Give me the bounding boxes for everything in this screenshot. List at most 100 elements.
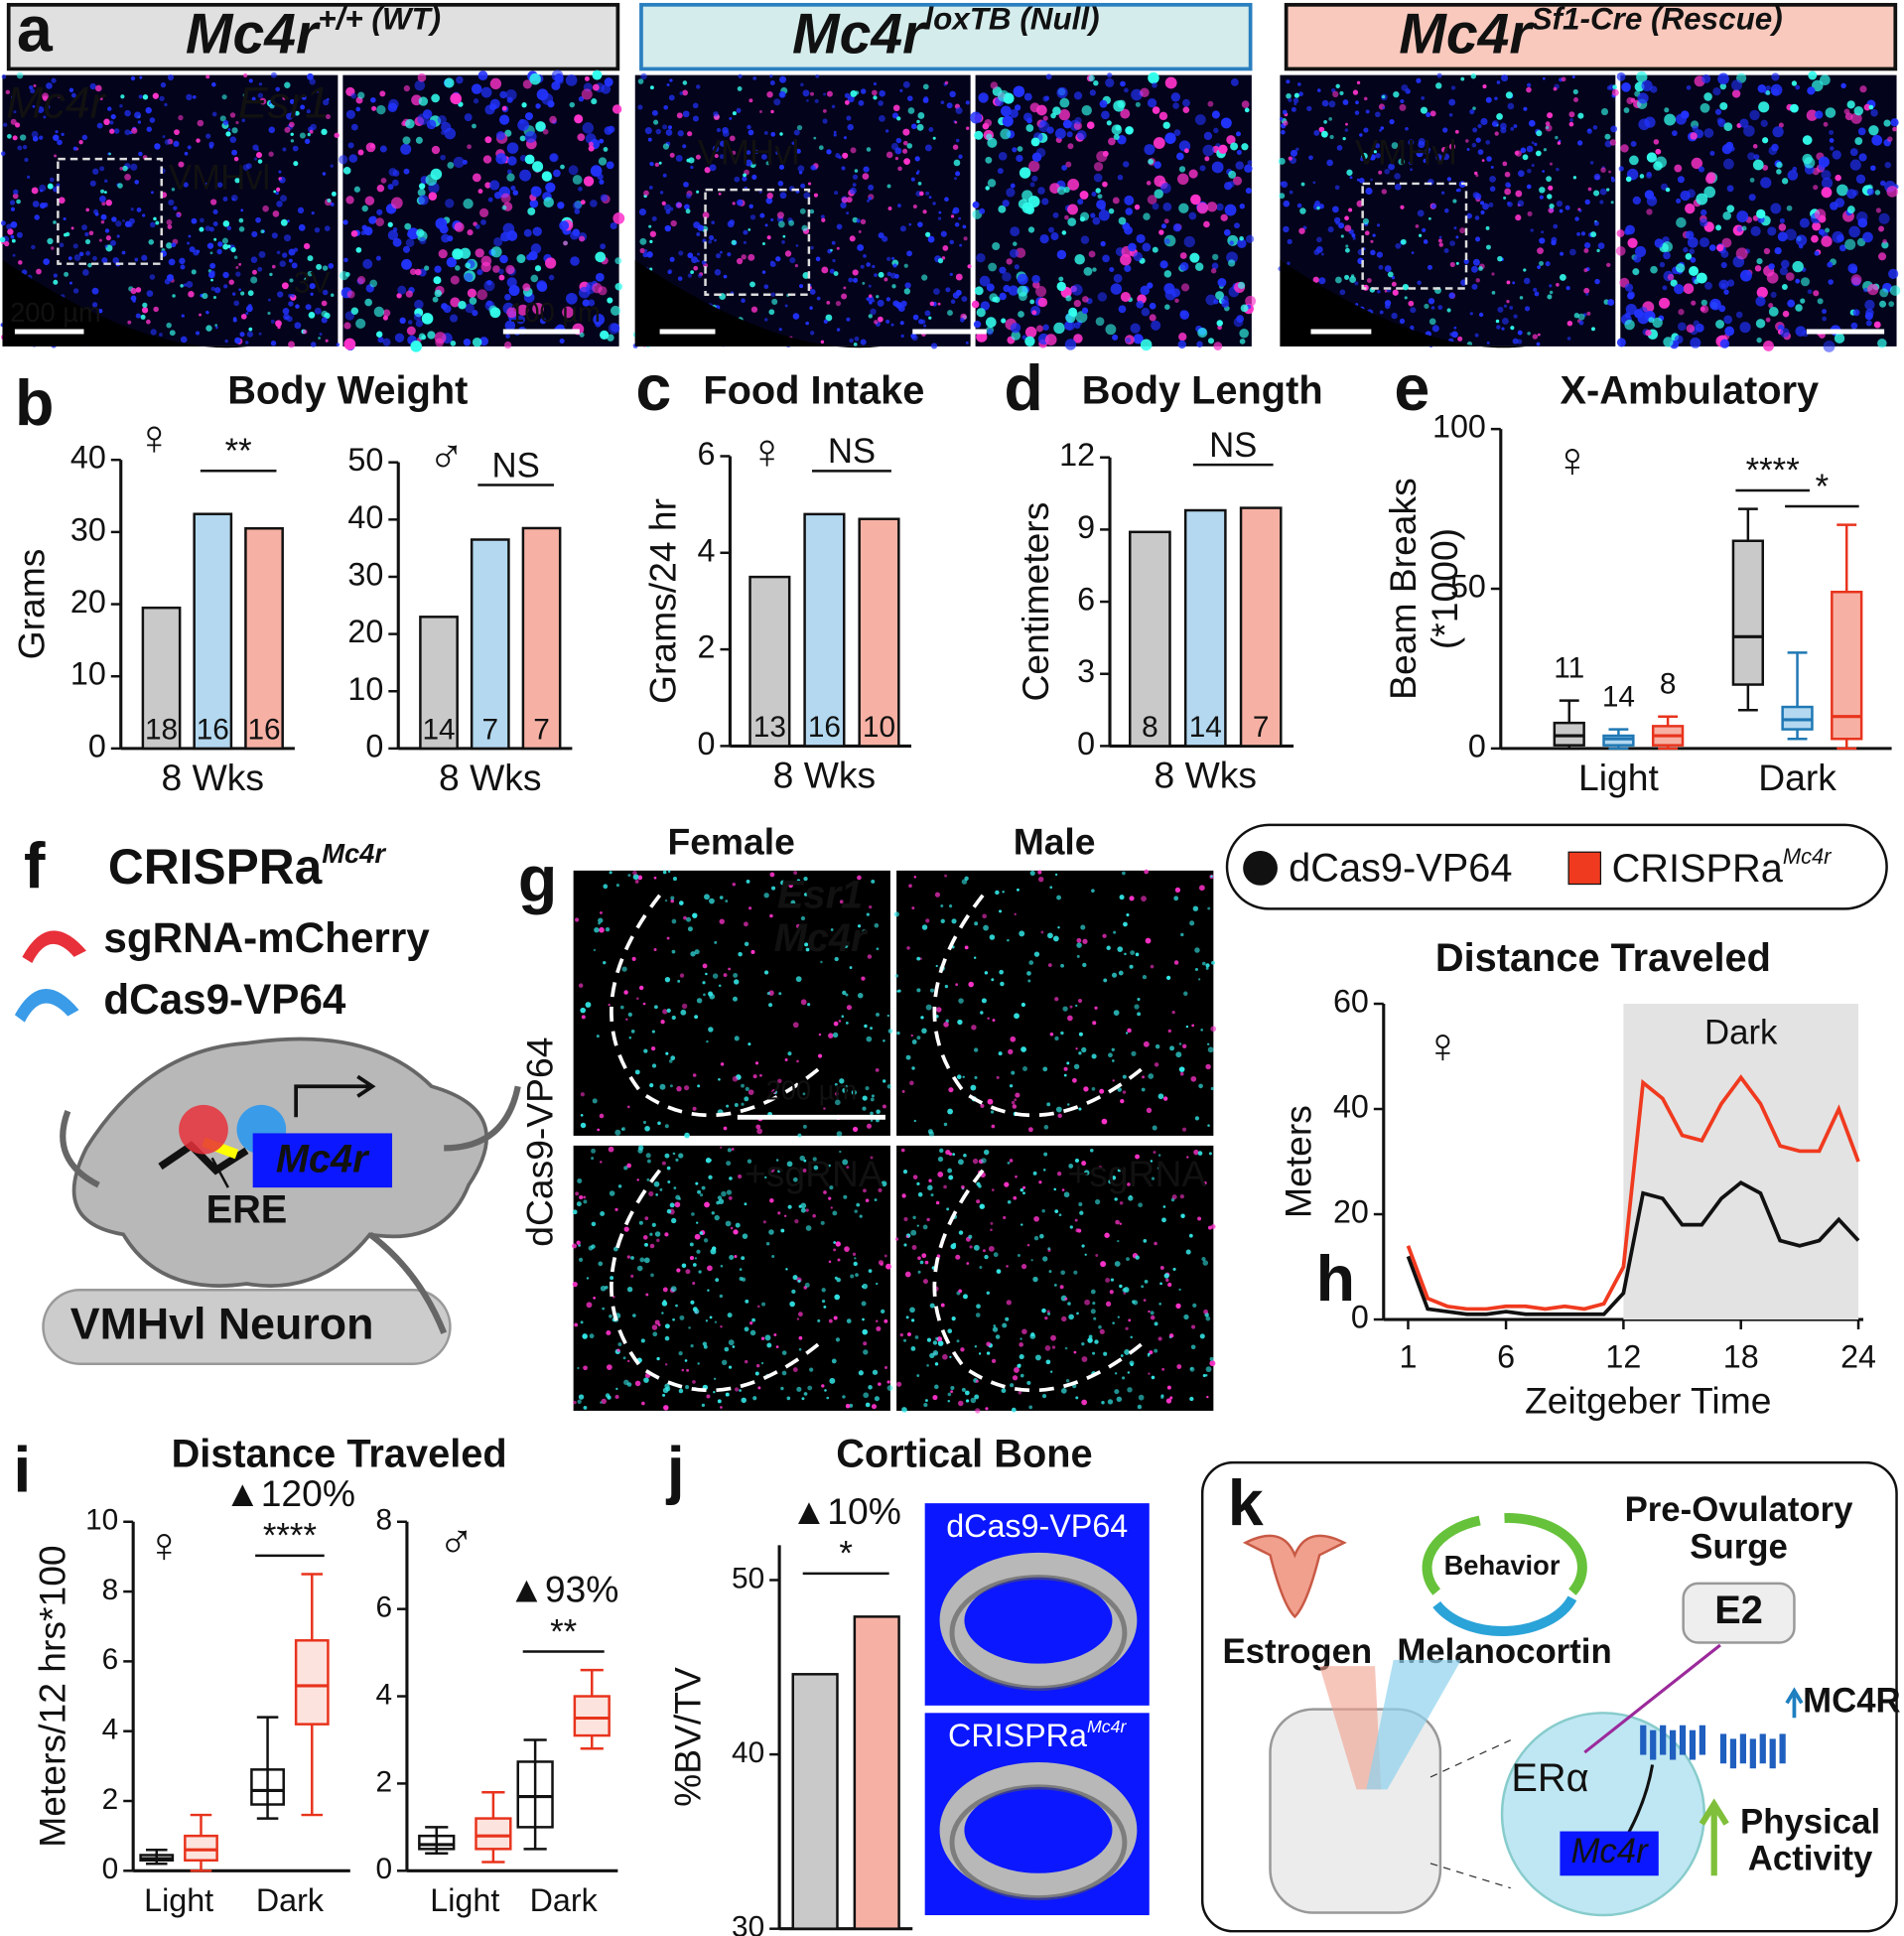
signal-dot (147, 290, 154, 297)
signal-dot (836, 301, 841, 306)
signal-dot (1772, 88, 1779, 95)
signal-dot (631, 1030, 635, 1034)
signal-dot (1475, 215, 1480, 220)
signal-dot (810, 165, 815, 170)
signal-dot (755, 1061, 758, 1064)
signal-dot (1215, 291, 1224, 300)
signal-dot (210, 279, 213, 282)
signal-dot (892, 300, 898, 306)
signal-dot (1779, 223, 1787, 231)
signal-dot (1850, 267, 1857, 274)
signal-dot (68, 256, 72, 260)
signal-dot (1176, 153, 1184, 161)
signal-dot (951, 300, 956, 305)
signal-dot (1006, 1265, 1009, 1268)
signal-dot (1092, 1302, 1095, 1305)
signal-dot (809, 306, 813, 310)
signal-dot (1518, 170, 1525, 177)
signal-dot (600, 911, 603, 914)
signal-dot (702, 981, 705, 984)
signal-dot (933, 137, 936, 140)
signal-dot (1178, 341, 1186, 348)
signal-dot (1063, 120, 1072, 129)
signal-dot (957, 1074, 962, 1079)
signal-dot (1115, 1220, 1120, 1225)
signal-dot (1549, 204, 1554, 208)
signal-dot (1431, 204, 1436, 208)
signal-dot (1594, 279, 1599, 284)
scale-label: 200 µm (10, 297, 101, 328)
signal-dot (874, 82, 877, 85)
signal-dot (101, 220, 105, 224)
signal-dot (454, 157, 465, 168)
y-axis-label: Centimeters (1015, 502, 1056, 702)
signal-dot (637, 1178, 639, 1180)
signal-dot (119, 104, 122, 107)
signal-dot (968, 1235, 972, 1239)
signal-dot (1513, 339, 1519, 345)
signal-dot (578, 187, 583, 192)
signal-dot (675, 1305, 678, 1308)
signal-dot (974, 1047, 978, 1051)
signal-dot (846, 318, 850, 322)
signal-dot (762, 270, 766, 274)
signal-dot (381, 178, 387, 184)
signal-dot (1883, 120, 1890, 127)
signal-dot (842, 197, 848, 203)
signal-dot (644, 1257, 650, 1263)
signal-dot (1627, 293, 1634, 300)
y-axis-label: Grams (11, 549, 53, 660)
signal-dot (1400, 99, 1404, 103)
signal-dot (941, 919, 945, 923)
signal-dot (308, 133, 311, 136)
signal-dot (189, 235, 192, 238)
signal-dot (476, 289, 487, 300)
signal-dot (1178, 204, 1188, 213)
signal-dot (1099, 209, 1110, 220)
signal-dot (1025, 327, 1036, 338)
signal-dot (1246, 235, 1254, 243)
signal-dot (1890, 285, 1901, 296)
signal-dot (888, 1029, 892, 1033)
signal-dot (1594, 174, 1601, 181)
signal-dot (1690, 338, 1700, 348)
signal-dot (573, 1401, 577, 1405)
signal-dot (124, 129, 130, 135)
signal-dot (918, 1271, 921, 1274)
signal-dot (1868, 125, 1878, 135)
signal-dot (637, 1266, 643, 1272)
signal-dot (778, 181, 784, 187)
signal-dot (120, 94, 124, 98)
signal-dot (655, 1231, 661, 1237)
signal-dot (1195, 114, 1206, 125)
signal-dot (419, 96, 428, 105)
signal-dot (1536, 151, 1542, 157)
signal-dot (1685, 204, 1695, 213)
signal-dot (1856, 175, 1865, 184)
signal-dot (100, 190, 104, 194)
signal-dot (714, 1378, 716, 1380)
signal-dot (594, 927, 599, 932)
signal-dot (1207, 202, 1217, 211)
signal-dot (1703, 92, 1712, 101)
signal-dot (751, 307, 757, 313)
signal-dot (531, 243, 541, 253)
signal-dot (614, 1130, 620, 1136)
receptor-helix (1750, 1738, 1756, 1768)
signal-dot (665, 977, 670, 982)
signal-dot (931, 343, 937, 348)
signal-dot (575, 1191, 579, 1195)
signal-dot (1506, 300, 1509, 303)
signal-dot (1345, 128, 1349, 132)
signal-dot (869, 1269, 873, 1273)
treatment-label: +sgRNA (1067, 1153, 1206, 1194)
signal-dot (1067, 217, 1076, 226)
signal-dot (1642, 80, 1653, 91)
signal-dot (1295, 148, 1299, 152)
signal-dot (981, 1158, 987, 1164)
signal-dot (744, 241, 747, 244)
signal-dot (896, 138, 902, 144)
signal-dot (1756, 319, 1765, 328)
signal-dot (662, 1301, 667, 1306)
signal-dot (720, 1325, 722, 1327)
